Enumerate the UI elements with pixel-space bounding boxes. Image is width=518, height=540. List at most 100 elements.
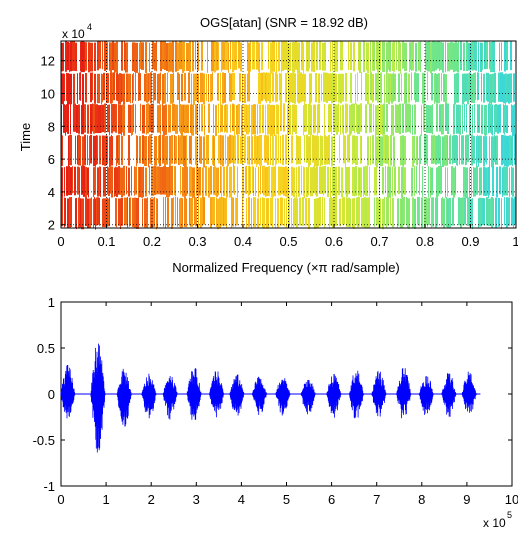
- spectrogram-bar: [343, 135, 345, 164]
- spectrogram-bar: [431, 197, 432, 229]
- spectrogram-bar: [402, 41, 404, 69]
- spectrogram-bar: [113, 72, 115, 101]
- spectrogram-bar: [289, 42, 290, 72]
- spectrogram-bar: [112, 136, 113, 166]
- spectrogram-bar: [258, 135, 259, 164]
- spectrogram-bar: [70, 167, 72, 196]
- spectrogram-bar: [121, 167, 123, 198]
- spectrogram-bar: [250, 41, 251, 72]
- spectrogram-bar: [298, 166, 300, 197]
- spectrogram-bar: [230, 73, 232, 102]
- waveform-x-tick-label: 10: [505, 492, 518, 507]
- spectrogram-bar: [334, 135, 335, 163]
- spectrogram-bar: [212, 197, 215, 225]
- spectrogram-bar: [121, 41, 123, 71]
- spectrogram-bar: [80, 72, 81, 101]
- spectrogram-bar: [356, 103, 357, 133]
- spectrogram-bar: [97, 135, 98, 165]
- spectrogram-bar: [489, 41, 490, 70]
- spectrogram-bar: [275, 134, 276, 166]
- spectrogram-bar: [88, 167, 89, 198]
- spectrogram-bar: [319, 41, 321, 70]
- spectrogram-bar: [107, 135, 108, 165]
- spectrogram-bar: [116, 73, 117, 101]
- spectrogram-bar: [256, 41, 258, 70]
- spectrogram-bar: [313, 41, 315, 73]
- spectrogram-bar: [290, 42, 291, 71]
- spectrogram-bar: [322, 166, 323, 194]
- spectrogram-bar: [383, 134, 385, 164]
- spectrogram-bar: [198, 73, 199, 104]
- spectrogram-bar: [188, 72, 190, 104]
- spectrogram-bar: [200, 197, 202, 228]
- spectrogram-bar: [428, 197, 430, 226]
- spectrogram-bar: [483, 73, 485, 103]
- spectrogram-x-tick-label: 0.1: [97, 234, 115, 249]
- spectrogram-bar: [388, 136, 389, 167]
- spectrogram-bar: [67, 41, 69, 71]
- spectrogram-bar: [311, 73, 312, 103]
- spectrogram-bar: [305, 73, 306, 102]
- spectrogram-bar: [419, 165, 420, 195]
- spectrogram-bar: [482, 198, 484, 226]
- spectrogram-bar: [349, 197, 350, 229]
- spectrogram-bar: [285, 134, 287, 165]
- spectrogram-bar: [345, 103, 347, 134]
- spectrogram-bar: [414, 165, 415, 196]
- spectrogram-bar: [263, 165, 265, 196]
- spectrogram-bar: [258, 166, 259, 198]
- spectrogram-bar: [464, 197, 466, 225]
- spectrogram-bar: [444, 135, 445, 166]
- spectrogram-bar: [361, 72, 362, 101]
- spectrogram-bar: [78, 104, 80, 134]
- spectrogram-bar: [375, 105, 377, 136]
- spectrogram-bar: [419, 136, 420, 168]
- spectrogram-bar: [220, 72, 221, 104]
- spectrogram-bar: [251, 198, 252, 229]
- spectrogram-bar: [186, 135, 187, 166]
- spectrogram-bar: [99, 197, 100, 226]
- spectrogram-bar: [74, 166, 76, 196]
- spectrogram-bar: [327, 166, 329, 197]
- spectrogram-bar: [455, 73, 456, 105]
- spectrogram-bar: [110, 73, 112, 104]
- spectrogram-bar: [369, 103, 372, 133]
- spectrogram-bar: [373, 41, 375, 71]
- spectrogram-bar: [123, 73, 125, 105]
- spectrogram-bar: [246, 104, 247, 135]
- spectrogram-bar: [148, 136, 149, 168]
- spectrogram-bar: [152, 41, 154, 70]
- spectrogram-bar: [149, 104, 151, 132]
- spectrogram-bar: [267, 104, 270, 135]
- spectrogram-bar: [324, 165, 326, 194]
- spectrogram-bar: [220, 165, 221, 194]
- spectrogram-bar: [131, 104, 132, 136]
- spectrogram-bar: [275, 72, 277, 103]
- spectrogram-bar: [392, 197, 394, 228]
- spectrogram-bar: [414, 104, 416, 135]
- spectrogram-bar: [332, 72, 333, 104]
- spectrogram-bar: [383, 103, 385, 135]
- spectrogram-bar: [455, 166, 456, 195]
- spectrogram-bar: [452, 135, 453, 165]
- spectrogram-bar: [462, 197, 464, 226]
- spectrogram-bar: [141, 42, 144, 70]
- spectrogram-x-tick-label: 0.2: [143, 234, 161, 249]
- spectrogram-bar: [257, 135, 258, 165]
- spectrogram-bar: [108, 73, 109, 103]
- spectrogram-bar: [430, 42, 432, 74]
- spectrogram-bar: [232, 103, 234, 132]
- spectrogram-bar: [440, 136, 441, 167]
- spectrogram-bar: [360, 135, 361, 164]
- spectrogram-bar: [382, 198, 384, 230]
- spectrogram-bar: [484, 41, 486, 70]
- spectrogram-bar: [400, 42, 401, 74]
- spectrogram-bar: [400, 198, 401, 228]
- spectrogram-bar: [246, 198, 247, 229]
- spectrogram-bar: [471, 134, 473, 166]
- spectrogram-bar: [387, 166, 389, 198]
- spectrogram-bar: [323, 166, 324, 196]
- spectrogram-bar: [73, 103, 76, 132]
- spectrogram-bar: [396, 104, 399, 133]
